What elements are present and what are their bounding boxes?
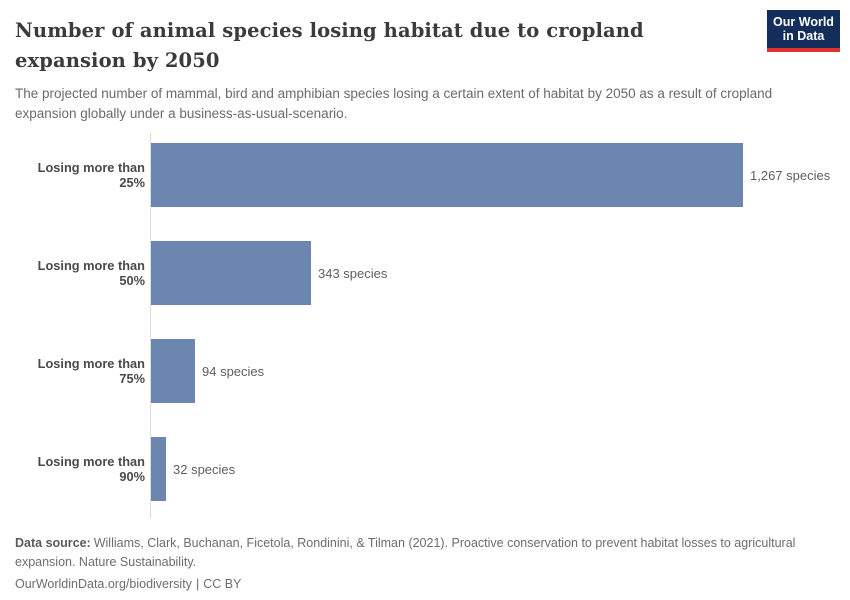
license-link[interactable]: CC BY — [203, 577, 242, 591]
value-label: 32 species — [173, 461, 236, 477]
category-label: Losing more than 90% — [37, 454, 145, 484]
owid-logo: Our World in Data — [767, 10, 840, 52]
bar-3[interactable] — [151, 437, 166, 501]
category-label: Losing more than 50% — [37, 258, 145, 288]
logo-text-line2: in Data — [782, 29, 825, 43]
value-label: 343 species — [318, 265, 388, 281]
data-source-label: Data source: — [15, 536, 91, 550]
chart-row: Losing more than 90% 32 species — [15, 420, 835, 518]
category-label: Losing more than 25% — [37, 160, 145, 190]
chart-row: Losing more than 75% 94 species — [15, 322, 835, 420]
chart-subtitle: The projected number of mammal, bird and… — [15, 86, 773, 121]
bar-1[interactable] — [151, 241, 311, 305]
y-axis-line — [150, 132, 151, 518]
footer-link[interactable]: OurWorldinData.org/biodiversity — [15, 577, 192, 591]
value-label: 94 species — [202, 363, 265, 379]
citation-line: OurWorldinData.org/biodiversity | CC BY — [15, 575, 830, 593]
bar-2[interactable] — [151, 339, 195, 403]
chart-row: Losing more than 50% 343 species — [15, 224, 835, 322]
chart-footer: Data source: Williams, Clark, Buchanan, F… — [15, 534, 830, 593]
logo-text-line1: Our World — [773, 15, 834, 29]
value-label: 1,267 species — [750, 167, 831, 183]
data-source-text: Williams, Clark, Buchanan, Ficetola, Ron… — [15, 536, 796, 569]
chart-title: Number of animal species losing habitat … — [15, 19, 644, 72]
citation-divider: | — [195, 577, 200, 591]
bar-0[interactable] — [151, 143, 743, 207]
bar-chart: Losing more than 25% 1,267 species Losing … — [15, 126, 835, 518]
data-source-note: Data source: Williams, Clark, Buchanan, F… — [15, 534, 830, 571]
chart-row: Losing more than 25% 1,267 species — [15, 126, 835, 224]
category-label: Losing more than 75% — [37, 356, 145, 386]
